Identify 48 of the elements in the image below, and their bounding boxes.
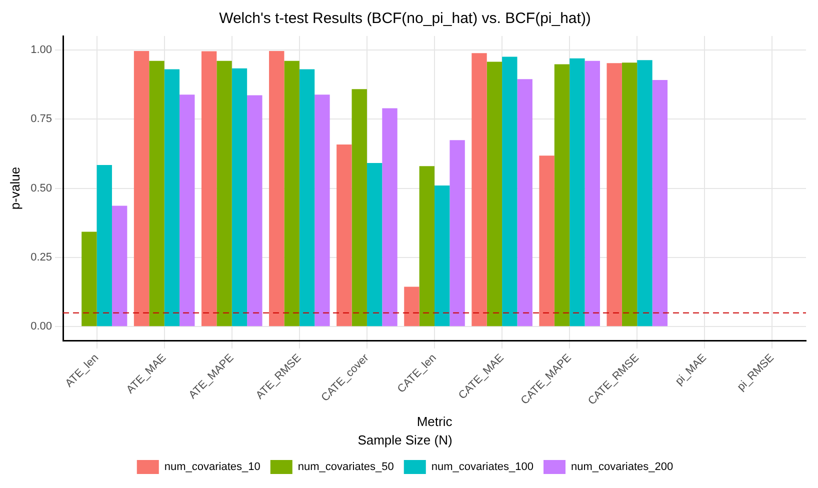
bar [314, 94, 330, 326]
y-tick-label: 0.25 [30, 251, 52, 264]
bar [472, 53, 487, 326]
bar [299, 69, 315, 326]
bar [486, 62, 502, 326]
bar [434, 185, 450, 326]
bar [419, 166, 435, 326]
legend-label: num_covariates_100 [431, 461, 534, 474]
bar [539, 156, 554, 326]
bar [134, 50, 150, 326]
bar [382, 108, 398, 326]
y-tick-label: 0.50 [30, 182, 52, 194]
y-axis-title: p-value [7, 166, 22, 210]
bar [554, 64, 570, 326]
bar [450, 140, 465, 326]
bar [606, 63, 622, 326]
bar [96, 165, 112, 326]
bar [352, 89, 367, 326]
x-axis-title: Metric [416, 414, 453, 430]
bar [269, 50, 284, 326]
chart-title: Welch's t-test Results (BCF(no_pi_hat) vs. BCF(pi_hat)) [219, 10, 591, 28]
bar [180, 94, 195, 326]
bar [284, 60, 300, 326]
bar [502, 56, 518, 326]
y-tick-label: 0.00 [30, 320, 52, 333]
bar [584, 60, 600, 326]
bar [517, 79, 532, 326]
bar [637, 60, 652, 326]
y-tick-label: 0.75 [30, 113, 52, 126]
legend-title: Sample Size (N) [358, 432, 452, 448]
bar [336, 144, 352, 326]
bar [82, 232, 97, 326]
legend-label: num_covariates_200 [571, 461, 674, 474]
bar [570, 58, 585, 326]
bar [149, 60, 164, 326]
legend-label: num_covariates_10 [164, 461, 260, 474]
bar [112, 206, 128, 326]
y-tick-label: 1.00 [30, 44, 52, 56]
bar [232, 68, 248, 326]
bar [404, 286, 420, 326]
bar [247, 95, 262, 326]
bar [366, 163, 382, 326]
bar [201, 51, 217, 326]
legend-label: num_covariates_50 [298, 461, 394, 474]
bar [652, 80, 668, 326]
bar [164, 69, 180, 326]
bar [216, 60, 232, 326]
bar [622, 62, 638, 326]
